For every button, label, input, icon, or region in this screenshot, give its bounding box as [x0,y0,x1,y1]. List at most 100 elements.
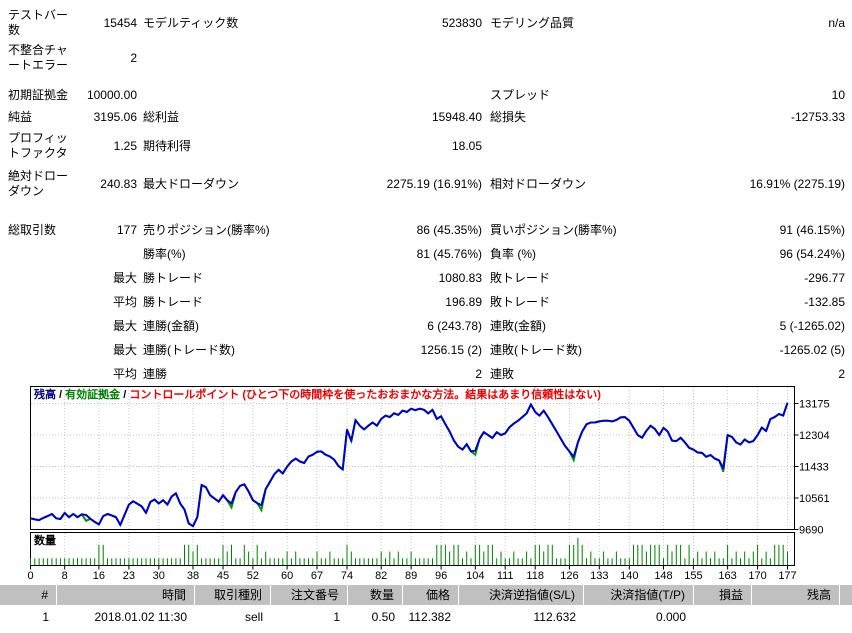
lots-plot-frame [30,532,795,566]
cell-order: 1 [333,610,340,624]
stat-value: 10 [831,87,845,102]
stat-label: 連敗(金額) [490,318,546,333]
stats-row: 総取引数 177 売りポジション(勝率%) 86 (45.35%) 買いポジション(勝率… [8,218,845,242]
stat-value: -132.85 [804,294,845,309]
stat-label: 連勝 [143,366,168,381]
x-tick-label: 140 [620,570,638,582]
stat-value: 15454 [103,15,137,30]
stat-label: 勝トレード [143,270,204,285]
stats-row: 純益 3195.06 総利益 15948.40 総損失 -12753.33 [8,106,845,128]
col-header-price: 価格 [403,585,459,605]
x-tick-label: 38 [187,570,199,582]
balance-line [30,402,789,528]
col-header-balance: 残高 [752,585,840,605]
stat-value: 523830 [441,15,482,30]
stat-label: 敗トレード [490,294,551,309]
cell-number: 1 [42,610,49,624]
stat-label: 最大 [112,270,137,285]
x-tick-label: 111 [497,570,514,582]
x-tick-label: 82 [375,570,387,582]
stat-label: 総損失 [490,109,527,124]
cell-profit [694,607,752,627]
stat-value: -12753.33 [790,109,845,124]
stat-value: 240.83 [100,176,137,191]
stat-value: n/a [828,15,845,30]
stat-value: 81 (45.76%) [416,246,482,261]
stat-label: 最大ドローダウン [143,176,240,191]
stat-label: 連勝(トレード数) [143,342,235,357]
x-tick-label: 0 [27,570,33,582]
stats-row: 平均 勝トレード 196.89 敗トレード -132.85 [8,290,845,314]
x-tick-label: 126 [560,570,578,582]
stat-label: 平均 [112,366,137,381]
stat-value: 2 [475,366,482,381]
stat-label: プロフィットファクタ [8,131,68,160]
stat-label: 負率 (%) [490,246,536,261]
stat-label: 総利益 [143,109,180,124]
y-tick-label: 12304 [799,430,830,442]
x-tick-label: 60 [281,570,293,582]
col-header-sl: 決済逆指値(S/L) [459,585,584,605]
stat-value: 5 (-1265.02) [779,318,845,333]
chart-legend: 残高 / 有効証拠金 / コントロールポイント (ひとつ下の時間枠を使ったおおま… [34,387,601,401]
cell-lots: 0.50 [371,610,395,624]
y-tick-label: 11433 [799,462,829,474]
table-header-row: # 時間 取引種別 注文番号 数量 価格 決済逆指値(S/L) 決済指値(T/P… [0,585,852,605]
stat-label: 最大 [112,318,137,333]
y-tick-label: 10561 [799,493,830,505]
stat-value: 3195.06 [93,109,137,124]
col-header-order: 注文番号 [271,585,348,605]
stat-label: モデリング品質 [490,15,575,30]
stat-label: 期待利得 [143,138,192,153]
cell-balance [752,607,840,627]
x-tick-label: 30 [153,570,165,582]
x-tick-label: 89 [405,570,417,582]
col-header-tp: 決済指値(T/P) [584,585,694,605]
stats-row: 初期証拠金 10000.00 スプレッド 10 [8,84,845,106]
stat-label: 連敗 [490,366,515,381]
stat-label: 不整合チャートエラー [8,43,69,72]
stat-label: 敗トレード [490,270,551,285]
legend-balance: 残高 [34,387,56,401]
stat-value: -296.77 [804,270,845,285]
stat-value: 18.05 [451,138,482,153]
x-tick-label: 155 [684,570,702,582]
stat-label: 勝トレード [143,294,204,309]
stats-row: 最大 連勝(トレード数) 1256.15 (2) 連敗(トレード数) -1265.02 … [8,338,845,362]
stats-row: 勝率(%) 81 (45.76%) 負率 (%) 96 (54.24%) [8,242,845,266]
stat-label: 初期証拠金 [8,87,69,102]
stat-value: 2 [838,366,845,381]
stats-row: プロフィットファクタ 1.25 期待利得 18.05 [8,128,845,164]
col-header-time: 時間 [57,585,195,605]
lots-plot-label: 数量 [34,533,56,547]
x-tick-label: 104 [466,570,484,582]
stat-value: -1265.02 (5) [779,342,845,357]
y-tick-label: 13175 [799,399,830,411]
chart-generated-content: 13175 12304 11433 10561 9690 0 8 16 23 30 38 45 52 60… [27,387,830,582]
stat-value: 1.25 [113,138,137,153]
col-header-lots: 数量 [348,585,403,605]
stat-label: 絶対ドローダウン [8,169,69,198]
main-plot-frame [30,386,795,530]
x-tick-label: 8 [62,570,68,582]
stat-label: 総取引数 [8,222,57,237]
stat-label: 連敗(トレード数) [490,342,582,357]
x-tick-label: 16 [93,570,105,582]
cell-sl: 112.632 [533,610,577,624]
stat-label: 相対ドローダウン [490,176,587,191]
stats-row: 不整合チャートエラー 2 [8,40,845,76]
stat-value: 1256.15 (2) [420,342,482,357]
cell-price: 112.382 [408,610,452,624]
stat-value: 16.91% (2275.19) [749,176,845,191]
stat-label: 買いポジション(勝率%) [490,222,617,237]
stat-label: 連勝(金額) [143,318,199,333]
stat-label: テストバー数 [8,8,69,37]
x-tick-label: 118 [526,570,544,582]
stat-value: 1080.83 [438,270,482,285]
summary-stats: テストバー数 15454 モデルティック数 523830 モデリング品質 n/a 不整合チ… [8,8,845,381]
stat-label: 平均 [112,294,137,309]
col-header-profit: 損益 [694,585,752,605]
stat-label: 勝率(%) [143,246,186,261]
stat-value: 177 [116,222,137,237]
